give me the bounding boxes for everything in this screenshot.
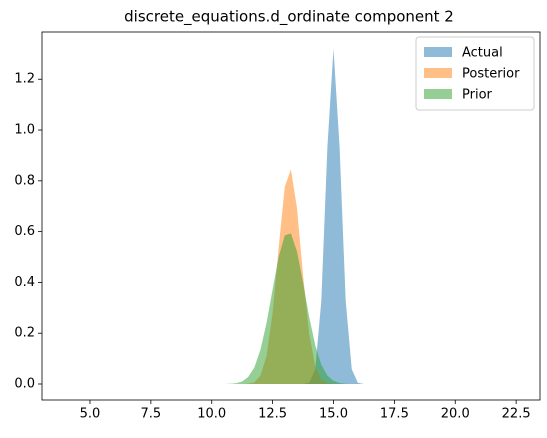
x-tick-label: 22.5 <box>502 407 531 422</box>
chart-title: discrete_equations.d_ordinate component … <box>124 8 454 27</box>
x-tick-label: 15.0 <box>319 407 348 422</box>
x-tick-label: 12.5 <box>258 407 287 422</box>
y-tick-label: 1.0 <box>14 123 35 138</box>
y-tick-label: 0.6 <box>14 224 35 239</box>
y-tick-label: 0.0 <box>14 377 35 392</box>
legend-swatch <box>424 89 452 99</box>
area <box>223 233 364 384</box>
legend-swatch <box>424 47 452 57</box>
x-tick-label: 7.5 <box>141 407 162 422</box>
y-tick-label: 0.8 <box>14 173 35 188</box>
x-tick-label: 10.0 <box>197 407 226 422</box>
y-tick-label: 1.2 <box>14 72 35 87</box>
legend-label: Actual <box>462 46 503 61</box>
legend-swatch <box>424 68 452 78</box>
area <box>223 48 364 384</box>
x-tick-label: 17.5 <box>380 407 409 422</box>
legend-label: Posterior <box>462 67 520 82</box>
y-tick-label: 0.4 <box>14 275 35 290</box>
x-tick-label: 5.0 <box>80 407 101 422</box>
plot-frame <box>41 31 541 401</box>
legend-label: Prior <box>462 88 493 103</box>
x-tick-label: 20.0 <box>441 407 470 422</box>
y-tick-label: 0.2 <box>14 326 35 341</box>
